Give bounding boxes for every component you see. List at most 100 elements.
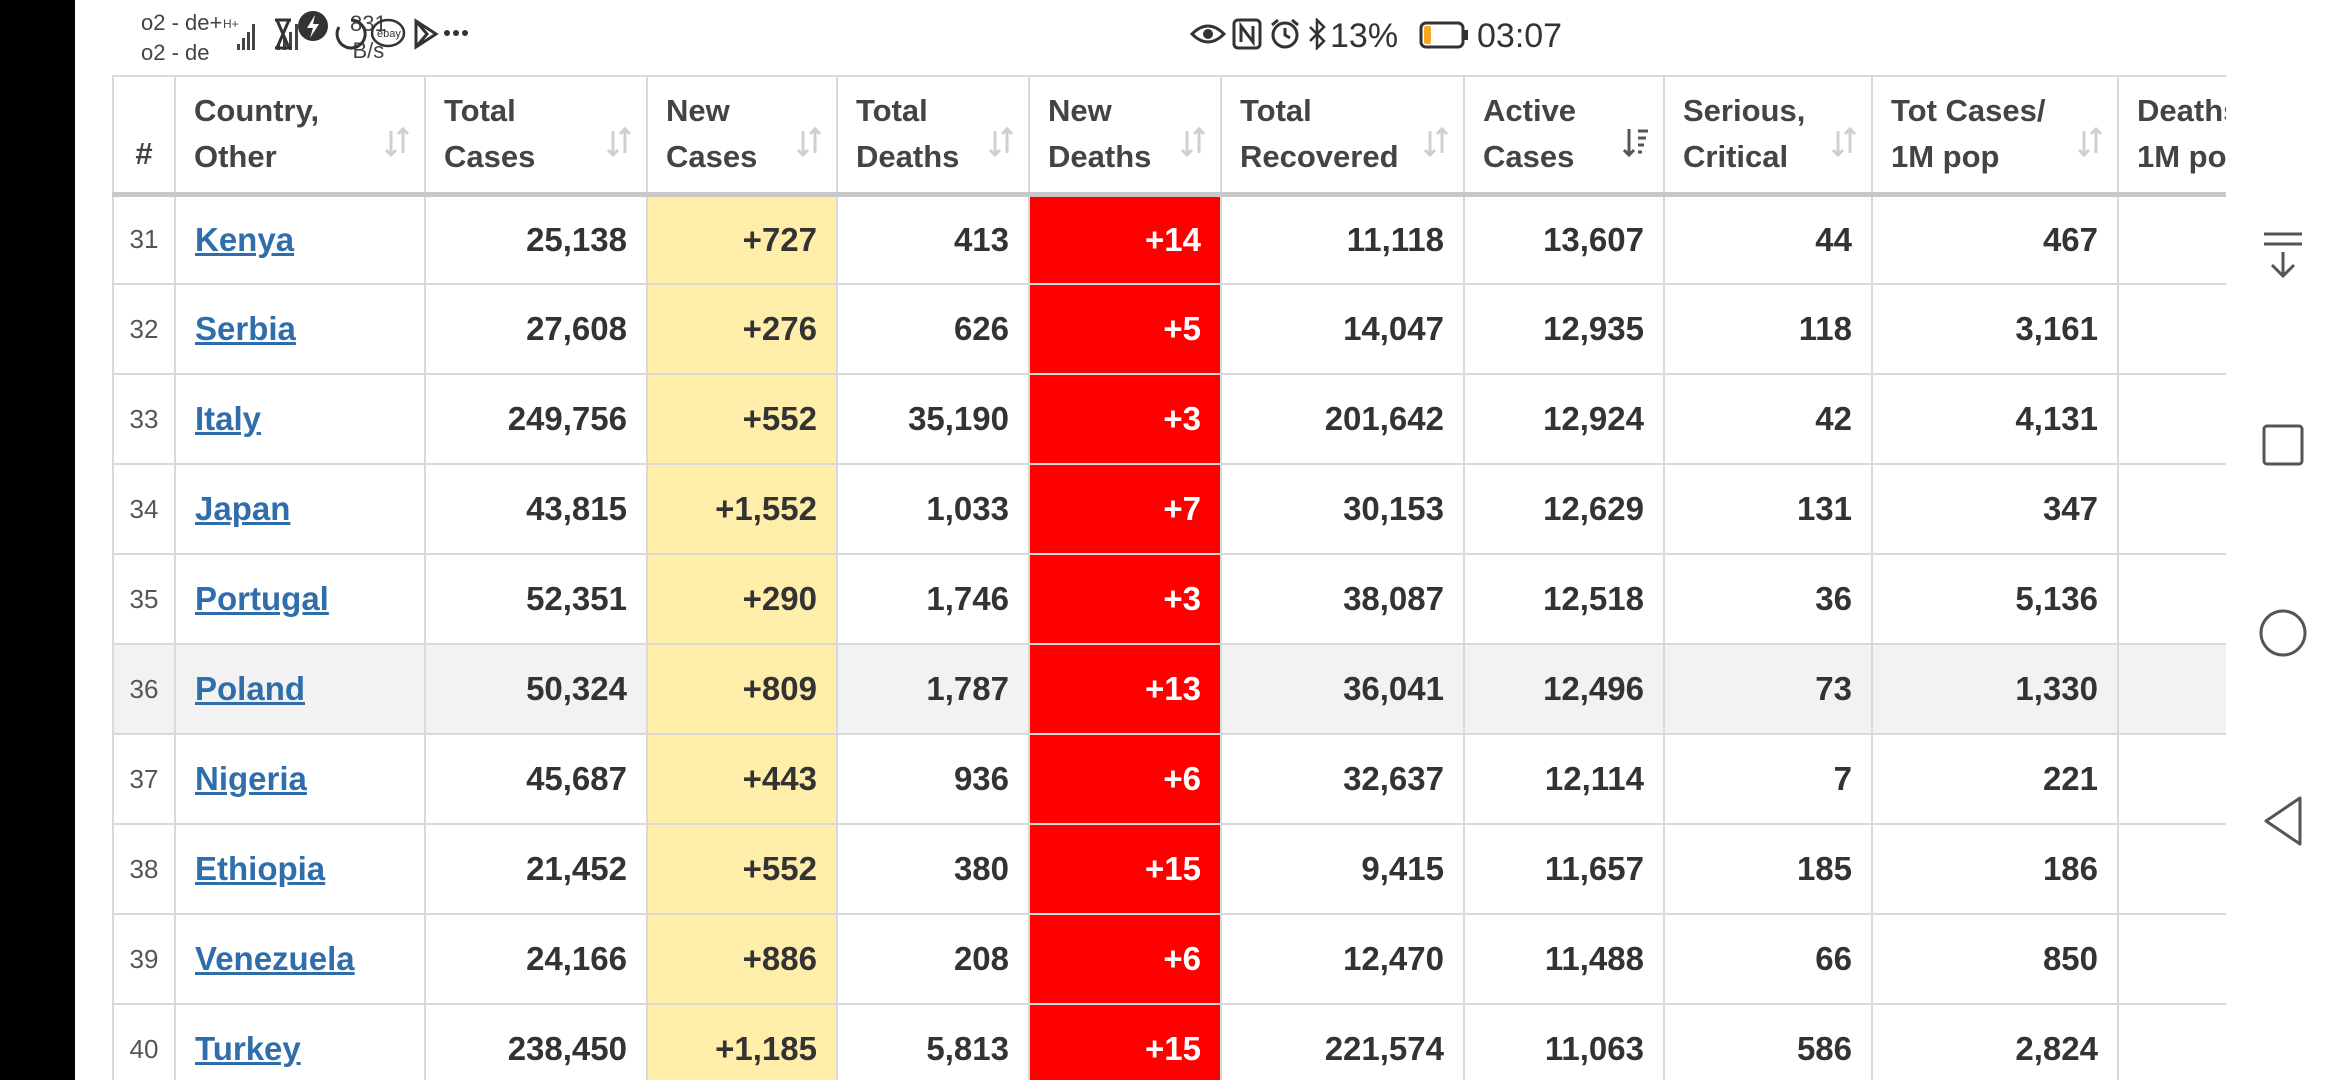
active-cases-cell: 12,629 <box>1463 463 1665 555</box>
rank-cell: 32 <box>112 283 176 375</box>
header-cases-per-million[interactable]: Tot Cases/1M pop <box>1871 75 2119 195</box>
sort-icon[interactable] <box>1180 127 1206 157</box>
total-recovered-cell: 36,041 <box>1220 643 1465 735</box>
total-recovered-cell: 12,470 <box>1220 913 1465 1005</box>
deaths-per-million-cell <box>2117 193 2226 285</box>
table-row: 38 Ethiopia 21,452 +552 380 +15 9,415 11,657 185… <box>112 823 2226 915</box>
serious-critical-cell: 44 <box>1663 193 1873 285</box>
header-label-line-2: 1M po <box>2137 139 2226 175</box>
header-label-line-1: Active <box>1483 93 1577 129</box>
country-link[interactable]: Turkey <box>195 1030 301 1067</box>
serious-critical-cell: 36 <box>1663 553 1873 645</box>
active-cases-cell: 12,114 <box>1463 733 1665 825</box>
rank-cell: 33 <box>112 373 176 465</box>
new-deaths-cell: +5 <box>1028 283 1222 375</box>
total-deaths-cell: 35,190 <box>836 373 1030 465</box>
play-store-icon <box>414 18 439 50</box>
new-cases-cell: +809 <box>646 643 838 735</box>
active-cases-cell: 13,607 <box>1463 193 1665 285</box>
covid-table-container[interactable]: # Country, Other Total Cases New Cases Total Dea… <box>112 75 2226 1080</box>
country-cell: Nigeria <box>174 733 426 825</box>
header-serious-critical[interactable]: Serious, Critical <box>1663 75 1873 195</box>
header-label-line-2: Cases <box>444 139 536 175</box>
sort-icon[interactable] <box>384 127 410 157</box>
deaths-per-million-cell <box>2117 1003 2226 1080</box>
bluetooth-icon <box>1309 18 1326 50</box>
serious-critical-cell: 7 <box>1663 733 1873 825</box>
new-deaths-cell: +3 <box>1028 373 1222 465</box>
back-button[interactable] <box>2248 786 2318 856</box>
header-active-cases[interactable]: Active Cases <box>1463 75 1665 195</box>
table-row: 36 Poland 50,324 +809 1,787 +13 36,041 12,496 73… <box>112 643 2226 735</box>
header-total-deaths[interactable]: Total Deaths <box>836 75 1030 195</box>
total-recovered-cell: 32,637 <box>1220 733 1465 825</box>
sort-icon[interactable] <box>1423 127 1449 157</box>
header-rank: # <box>112 75 176 195</box>
sort-icon[interactable] <box>796 127 822 157</box>
total-cases-cell: 43,815 <box>424 463 648 555</box>
country-cell: Ethiopia <box>174 823 426 915</box>
navigation-bar <box>2226 0 2340 1080</box>
country-link[interactable]: Serbia <box>195 310 296 347</box>
country-link[interactable]: Nigeria <box>195 760 307 797</box>
active-cases-cell: 12,924 <box>1463 373 1665 465</box>
total-deaths-cell: 413 <box>836 193 1030 285</box>
header-total-recovered[interactable]: Total Recovered <box>1220 75 1465 195</box>
table-row: 31 Kenya 25,138 +727 413 +14 11,118 13,607 44 467 <box>112 193 2226 285</box>
header-label-line-2: 1M pop <box>1891 139 2000 175</box>
header-total-cases[interactable]: Total Cases <box>424 75 648 195</box>
total-cases-cell: 25,138 <box>424 193 648 285</box>
new-deaths-cell: +13 <box>1028 643 1222 735</box>
header-new-deaths[interactable]: New Deaths <box>1028 75 1222 195</box>
country-link[interactable]: Portugal <box>195 580 329 617</box>
header-label-line-1: Deaths <box>2137 93 2226 129</box>
table-row: 33 Italy 249,756 +552 35,190 +3 201,642 12,924 4… <box>112 373 2226 465</box>
header-label-line-2: Deaths <box>856 139 960 175</box>
cases-per-million-cell: 5,136 <box>1871 553 2119 645</box>
rank-cell: 35 <box>112 553 176 645</box>
header-label-line-2: Other <box>194 139 277 175</box>
header-country[interactable]: Country, Other <box>174 75 426 195</box>
country-cell: Poland <box>174 643 426 735</box>
header-label-line-1: Total <box>1240 93 1312 129</box>
rank-cell: 37 <box>112 733 176 825</box>
header-deaths-per-million[interactable]: Deaths 1M po <box>2117 75 2226 195</box>
deaths-per-million-cell <box>2117 913 2226 1005</box>
deaths-per-million-cell <box>2117 283 2226 375</box>
total-recovered-cell: 14,047 <box>1220 283 1465 375</box>
country-link[interactable]: Poland <box>195 670 306 707</box>
sort-icon[interactable] <box>606 127 632 157</box>
sort-icon[interactable] <box>2077 127 2103 157</box>
serious-critical-cell: 118 <box>1663 283 1873 375</box>
country-link[interactable]: Kenya <box>195 220 295 258</box>
country-cell: Japan <box>174 463 426 555</box>
country-link[interactable]: Ethiopia <box>195 850 326 887</box>
new-deaths-cell: +6 <box>1028 913 1222 1005</box>
header-new-cases[interactable]: New Cases <box>646 75 838 195</box>
country-cell: Italy <box>174 373 426 465</box>
country-link[interactable]: Venezuela <box>195 940 355 977</box>
sort-icon[interactable] <box>1831 127 1857 157</box>
country-link[interactable]: Italy <box>195 400 262 437</box>
total-cases-cell: 249,756 <box>424 373 648 465</box>
home-circle-icon <box>2259 609 2307 657</box>
country-link[interactable]: Japan <box>195 490 291 527</box>
cases-per-million-cell: 1,330 <box>1871 643 2119 735</box>
rank-cell: 40 <box>112 1003 176 1080</box>
home-button[interactable] <box>2248 598 2318 668</box>
table-row: 40 Turkey 238,450 +1,185 5,813 +15 221,574 11,0… <box>112 1003 2226 1080</box>
active-cases-cell: 12,518 <box>1463 553 1665 645</box>
new-cases-cell: +276 <box>646 283 838 375</box>
new-deaths-cell: +14 <box>1028 193 1222 285</box>
recents-button[interactable] <box>2248 410 2318 480</box>
scroll-down-button[interactable] <box>2248 220 2318 290</box>
serious-critical-cell: 131 <box>1663 463 1873 555</box>
total-cases-cell: 21,452 <box>424 823 648 915</box>
circle-loading-icon <box>335 18 367 50</box>
sort-desc-active-icon[interactable] <box>1623 127 1649 157</box>
total-deaths-cell: 626 <box>836 283 1030 375</box>
status-bar: o2 - de+ o2 - de H+ 831 B/s ebay <box>75 0 2226 75</box>
total-deaths-cell: 936 <box>836 733 1030 825</box>
new-cases-cell: +886 <box>646 913 838 1005</box>
sort-icon[interactable] <box>988 127 1014 157</box>
